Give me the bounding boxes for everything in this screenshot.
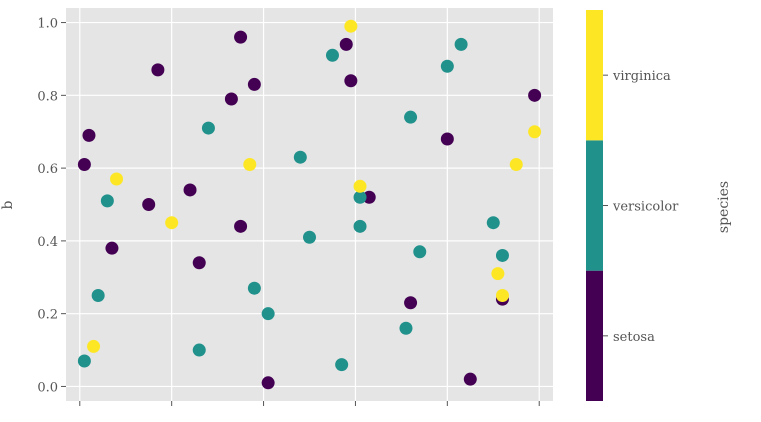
y-tick-label: 1.0 bbox=[37, 17, 58, 32]
data-point bbox=[77, 354, 91, 368]
y-axis-label: b bbox=[0, 200, 16, 209]
data-point bbox=[243, 157, 257, 171]
data-point bbox=[404, 296, 418, 310]
data-point bbox=[404, 110, 418, 124]
y-tick-label: 0.4 bbox=[37, 235, 58, 250]
data-point bbox=[91, 288, 105, 302]
data-point bbox=[261, 307, 275, 321]
colorbar-segment bbox=[586, 140, 603, 271]
data-point bbox=[399, 321, 413, 335]
data-point bbox=[192, 343, 206, 357]
data-point bbox=[528, 88, 542, 102]
data-point bbox=[509, 157, 523, 171]
data-point bbox=[344, 74, 358, 88]
watermark-subtext: CSDN @fanstuck bbox=[640, 402, 733, 415]
data-point bbox=[440, 59, 454, 73]
data-point bbox=[192, 256, 206, 270]
data-point bbox=[151, 63, 165, 77]
data-point bbox=[339, 37, 353, 51]
data-point bbox=[293, 150, 307, 164]
data-point bbox=[247, 77, 261, 91]
data-point bbox=[353, 190, 367, 204]
data-point bbox=[491, 267, 505, 281]
data-point bbox=[495, 288, 509, 302]
colorbar-label: species bbox=[716, 181, 732, 233]
colorbar-tick-label: versicolor bbox=[612, 200, 679, 215]
data-point bbox=[201, 121, 215, 135]
data-point bbox=[486, 216, 500, 230]
watermark-text: @稀土掘金技术社区 bbox=[607, 392, 733, 408]
colorbar-tick-label: virginica bbox=[612, 69, 671, 84]
axis-ticks: 0.0 0.2 0.4 0.6 0.8 1.0 bbox=[37, 17, 540, 406]
data-point bbox=[454, 37, 468, 51]
data-point bbox=[105, 241, 119, 255]
data-point bbox=[234, 30, 248, 44]
data-points bbox=[77, 19, 542, 390]
y-tick-label: 0.2 bbox=[37, 308, 58, 323]
data-point bbox=[303, 230, 316, 244]
y-tick-label: 0.8 bbox=[37, 89, 58, 104]
y-tick-label: 0.0 bbox=[37, 380, 58, 395]
data-point bbox=[353, 219, 367, 233]
data-point bbox=[495, 248, 509, 262]
plot-background bbox=[66, 8, 553, 401]
data-point bbox=[100, 194, 114, 208]
grid-lines bbox=[66, 8, 553, 401]
data-point bbox=[142, 198, 156, 211]
data-point bbox=[82, 128, 96, 142]
data-point bbox=[463, 372, 477, 386]
colorbar-segment bbox=[586, 270, 603, 401]
data-point bbox=[110, 172, 124, 186]
colorbar: setosa versicolor virginica bbox=[586, 10, 679, 401]
data-point bbox=[234, 219, 248, 233]
data-point bbox=[325, 48, 339, 62]
data-point bbox=[165, 216, 179, 230]
colorbar-segment bbox=[586, 10, 603, 141]
data-point bbox=[413, 245, 427, 259]
colorbar-tick-label: setosa bbox=[613, 330, 655, 345]
data-point bbox=[362, 190, 376, 204]
data-point bbox=[353, 179, 367, 193]
data-point bbox=[183, 183, 197, 197]
data-point bbox=[344, 19, 358, 33]
data-point bbox=[224, 92, 238, 106]
data-point bbox=[247, 281, 261, 295]
data-point bbox=[77, 157, 91, 171]
data-point bbox=[261, 376, 275, 390]
data-point bbox=[440, 132, 454, 146]
data-point bbox=[87, 339, 101, 353]
data-point bbox=[528, 125, 542, 139]
y-tick-label: 0.6 bbox=[37, 162, 58, 177]
data-point bbox=[335, 358, 349, 372]
